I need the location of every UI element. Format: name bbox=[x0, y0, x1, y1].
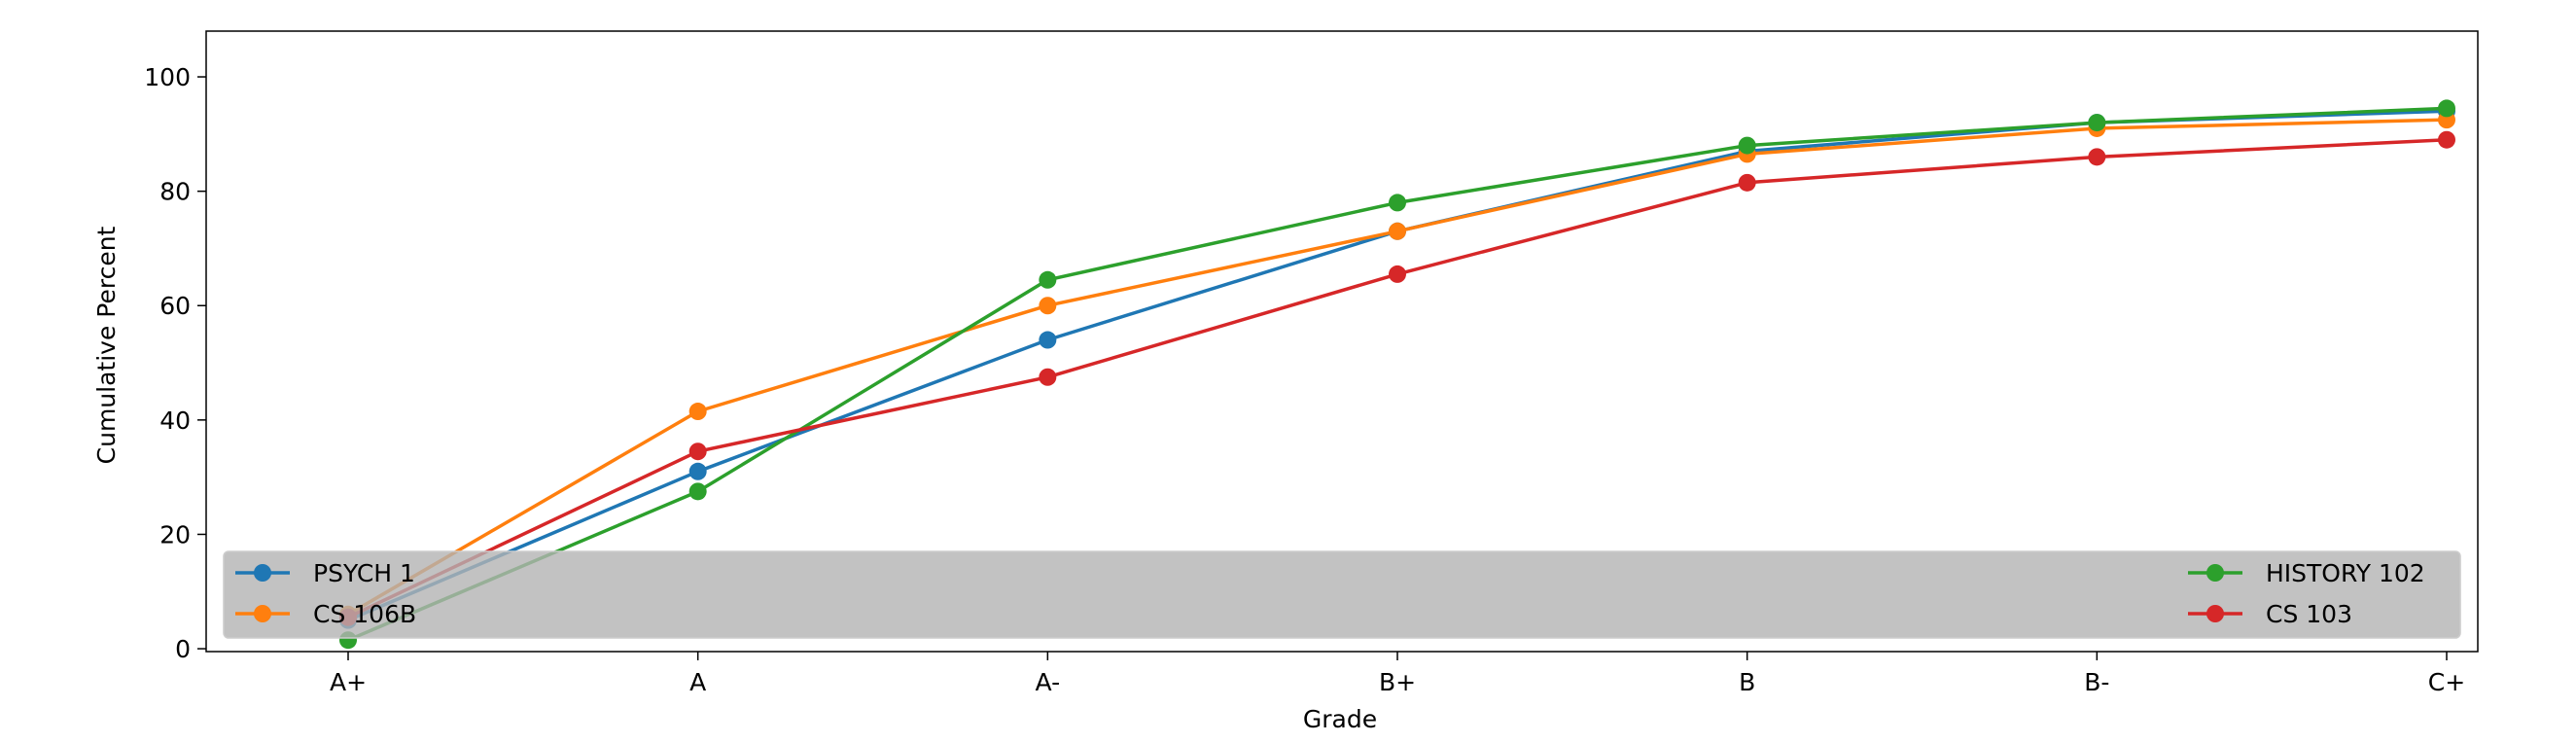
data-point bbox=[2438, 130, 2455, 149]
data-point bbox=[1738, 136, 1756, 155]
legend-marker bbox=[254, 605, 271, 622]
data-point bbox=[1039, 331, 1057, 349]
legend-label: HISTORY 102 bbox=[2266, 559, 2425, 587]
x-tick-label: A- bbox=[1036, 668, 1061, 696]
plot-frame bbox=[205, 30, 2479, 653]
series-group bbox=[339, 99, 2455, 650]
data-point bbox=[1389, 194, 1406, 212]
data-point bbox=[2088, 148, 2106, 166]
data-point bbox=[1039, 270, 1057, 289]
legend-box bbox=[223, 550, 2461, 639]
legend-label: CS 106B bbox=[313, 600, 416, 628]
x-tick-label: A bbox=[689, 668, 706, 696]
y-axis-label: Cumulative Percent bbox=[92, 226, 121, 464]
data-point bbox=[1389, 222, 1406, 240]
data-point bbox=[688, 403, 707, 421]
data-point bbox=[1389, 265, 1406, 283]
axes: 0 20 40 60 80 100 A+ A A- B+ B B- C+ bbox=[144, 30, 2479, 696]
data-point bbox=[688, 442, 707, 461]
y-tick-label: 20 bbox=[159, 520, 191, 548]
data-point bbox=[688, 482, 707, 501]
data-point bbox=[1039, 368, 1057, 386]
x-tick-label: C+ bbox=[2428, 668, 2465, 696]
x-tick-label: A+ bbox=[330, 668, 367, 696]
legend-marker bbox=[254, 564, 271, 582]
y-tick-label: 100 bbox=[144, 63, 191, 91]
x-axis-label: Grade bbox=[1303, 705, 1377, 733]
data-point bbox=[2438, 99, 2455, 118]
x-tick-label: B+ bbox=[1379, 668, 1416, 696]
x-tick-label: B bbox=[1739, 668, 1755, 696]
x-tick-label: B- bbox=[2084, 668, 2109, 696]
data-point bbox=[1039, 297, 1057, 315]
legend-label: PSYCH 1 bbox=[313, 559, 415, 587]
data-point bbox=[1738, 173, 1756, 192]
series-line-psych-1 bbox=[347, 109, 2448, 622]
data-point bbox=[2088, 114, 2106, 132]
legend-label: CS 103 bbox=[2266, 600, 2352, 628]
legend-marker bbox=[2206, 564, 2224, 582]
data-point bbox=[688, 462, 707, 480]
legend: PSYCH 1 CS 106B HISTORY 102 CS 103 bbox=[223, 550, 2461, 639]
y-tick-label: 40 bbox=[159, 407, 191, 435]
legend-marker bbox=[2206, 605, 2224, 622]
series-line-cs-106b bbox=[347, 118, 2448, 617]
y-tick-label: 0 bbox=[175, 635, 191, 663]
y-tick-label: 60 bbox=[159, 292, 191, 320]
y-tick-label: 80 bbox=[159, 178, 191, 206]
